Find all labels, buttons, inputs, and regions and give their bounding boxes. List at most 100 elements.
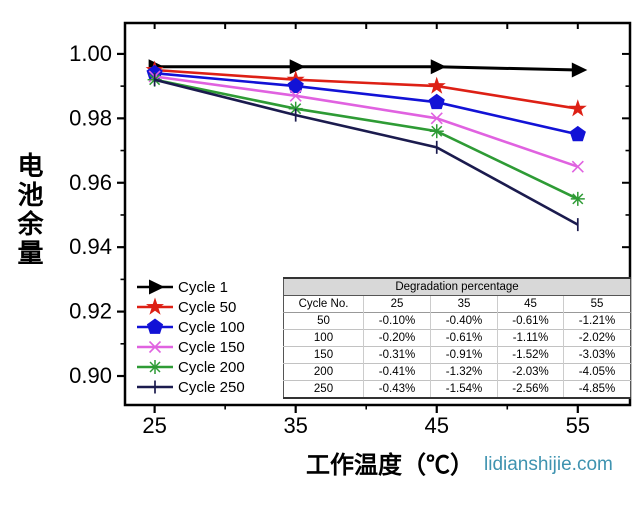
- legend-label: Cycle 250: [178, 378, 245, 396]
- legend-marker-triangle-right: [137, 279, 173, 295]
- table-cell: -1.32%: [430, 363, 498, 381]
- series-line: [154, 78, 579, 226]
- y-tick-label: 0.90: [69, 363, 112, 388]
- series-cycle-200: [147, 72, 585, 206]
- asterisk-marker: [149, 361, 161, 373]
- table-cell: -0.20%: [363, 329, 431, 347]
- table-cell: -4.05%: [562, 363, 631, 381]
- table-column-header: 35: [430, 295, 498, 313]
- asterisk-marker: [572, 193, 584, 205]
- legend-label: Cycle 50: [178, 298, 237, 316]
- table-column-header: Cycle No.: [283, 295, 364, 313]
- x-tick-label: 55: [566, 413, 590, 438]
- asterisk-marker: [431, 125, 443, 137]
- series-cycle-100: [146, 64, 586, 142]
- star-marker: [427, 76, 446, 94]
- table-row: 150 -0.31% -0.91% -1.52% -3.03%: [283, 346, 631, 364]
- y-tick-label: 0.98: [69, 105, 112, 130]
- pentagon-marker: [287, 77, 304, 93]
- table-header-row: Cycle No. 25 35 45 55: [283, 295, 631, 313]
- x-marker: [571, 160, 584, 173]
- legend-marker-x: [137, 340, 173, 354]
- table-cell: -1.54%: [430, 380, 498, 398]
- pentagon-marker: [428, 93, 445, 110]
- x-tick-label: 45: [425, 413, 449, 438]
- legend-label: Cycle 100: [178, 318, 245, 336]
- pentagon-marker: [146, 318, 164, 334]
- table-cell: -1.52%: [497, 346, 564, 364]
- table-row: 100 -0.20% -0.61% -1.11% -2.02%: [283, 329, 631, 347]
- series-line: [154, 68, 579, 110]
- table-cell: -3.03%: [562, 346, 631, 364]
- legend-item-cycle-50: Cycle 50: [135, 297, 245, 317]
- degradation-table: Degradation percentage Cycle No. 25 35 45 55 5…: [283, 277, 632, 399]
- table-cell: -2.03%: [497, 363, 564, 381]
- y-tick-label: 0.92: [69, 299, 112, 324]
- table-cell: -0.41%: [363, 363, 431, 381]
- watermark-text: lidianshijie.com: [484, 454, 613, 475]
- legend-item-cycle-1: Cycle 1: [135, 277, 245, 297]
- series-line: [154, 71, 579, 136]
- table-cell: 200: [283, 363, 364, 381]
- series-cycle-150: [148, 70, 584, 173]
- legend-item-cycle-250: Cycle 250: [135, 377, 245, 397]
- y-tick-label: 0.94: [69, 234, 112, 259]
- y-tick-label: 1.00: [69, 41, 112, 66]
- legend-label: Cycle 150: [178, 338, 245, 356]
- x-tick-label: 35: [283, 413, 307, 438]
- x-tick-label: 25: [142, 413, 166, 438]
- y-axis-title: 电池余量: [14, 152, 44, 268]
- triangle-right-marker: [571, 62, 588, 78]
- legend-marker-asterisk: [137, 360, 173, 374]
- series-line: [154, 78, 579, 201]
- table-cell: 250: [283, 380, 364, 398]
- triangle-right-marker: [289, 59, 306, 75]
- x-marker: [430, 112, 443, 125]
- pentagon-marker: [569, 125, 586, 142]
- triangle-right-marker: [149, 279, 165, 295]
- plot-frame: [123, 21, 632, 407]
- star-marker: [146, 297, 164, 315]
- y-tick-label: 0.96: [69, 170, 112, 195]
- table-cell: -1.11%: [497, 329, 564, 347]
- chart-legend: Cycle 1 Cycle 50 Cycle 100 Cycle 150 Cycle 2…: [135, 277, 245, 397]
- table-cell: 50: [283, 312, 364, 330]
- legend-marker-vbar: [137, 380, 173, 394]
- triangle-right-marker: [430, 59, 447, 75]
- x-marker: [289, 89, 302, 102]
- table-cell: -0.43%: [363, 380, 431, 398]
- series-cycle-250: [153, 73, 579, 232]
- table-cell: 150: [283, 346, 364, 364]
- table-column-header: 55: [562, 295, 631, 313]
- table-title: Degradation percentage: [283, 278, 631, 296]
- table-cell: -0.31%: [363, 346, 431, 364]
- legend-item-cycle-200: Cycle 200: [135, 357, 245, 377]
- series-line: [154, 75, 579, 168]
- table-column-header: 25: [363, 295, 431, 313]
- legend-label: Cycle 1: [178, 278, 229, 296]
- table-cell: 100: [283, 329, 364, 347]
- table-row: 200 -0.41% -1.32% -2.03% -4.05%: [283, 363, 631, 381]
- x-axis-title: 工作温度（℃）: [306, 452, 474, 479]
- table-cell: -0.10%: [363, 312, 431, 330]
- legend-label: Cycle 200: [178, 358, 245, 376]
- table-cell: -0.61%: [497, 312, 564, 330]
- axes: 25 35 45 551.000.980.960.940.920.90: [69, 21, 632, 438]
- table-cell: -0.40%: [430, 312, 498, 330]
- table-row: 250 -0.43% -1.54% -2.56% -4.85%: [283, 380, 631, 398]
- table-cell: -0.61%: [430, 329, 498, 347]
- table-cell: -2.02%: [562, 329, 631, 347]
- table-cell: -0.91%: [430, 346, 498, 364]
- legend-item-cycle-100: Cycle 100: [135, 317, 245, 337]
- table-cell: -4.85%: [562, 380, 631, 398]
- x-marker: [148, 340, 162, 354]
- legend-item-cycle-150: Cycle 150: [135, 337, 245, 357]
- table-column-header: 45: [497, 295, 564, 313]
- star-marker: [568, 99, 587, 117]
- table-row: 50 -0.10% -0.40% -0.61% -1.21%: [283, 312, 631, 330]
- legend-marker-star: [137, 297, 173, 315]
- table-title-row: Degradation percentage: [283, 278, 631, 296]
- series-line: [154, 65, 578, 72]
